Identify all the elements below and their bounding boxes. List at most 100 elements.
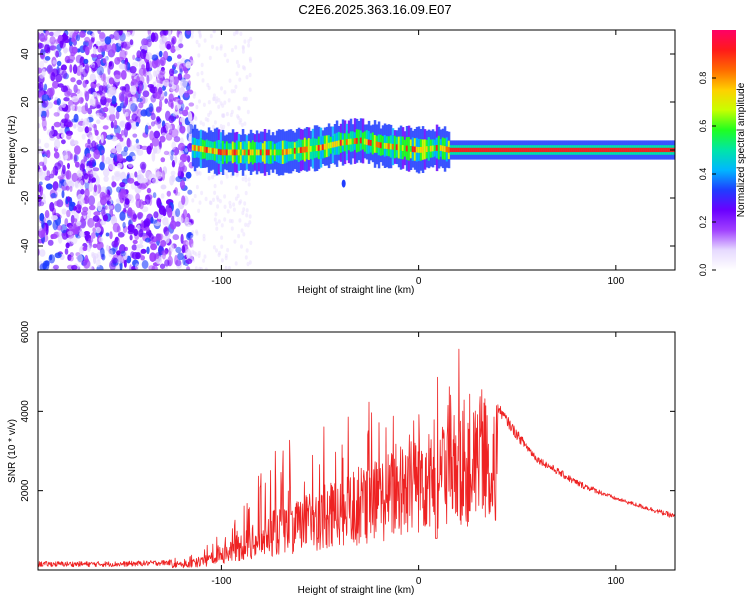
noise-blob: [192, 258, 195, 263]
noise-blob: [114, 236, 119, 242]
noise-blob: [92, 215, 100, 223]
noise-blob: [78, 96, 84, 104]
noise-blob: [223, 204, 227, 209]
noise-blob: [101, 253, 106, 261]
noise-blob: [102, 106, 109, 113]
noise-blob: [212, 245, 216, 250]
noise-blob: [109, 152, 115, 159]
noise-blob: [51, 125, 55, 131]
signal-core: [619, 147, 623, 153]
noise-blob: [239, 31, 243, 36]
signal-core: [467, 147, 471, 153]
signal-core: [381, 142, 385, 149]
noise-blob: [145, 73, 153, 82]
noise-blob: [96, 83, 101, 88]
signal-core: [343, 139, 347, 146]
noise-blob: [61, 190, 65, 199]
noise-blob: [209, 33, 213, 39]
noise-blob: [126, 139, 132, 148]
signal-core: [457, 147, 461, 153]
signal-core: [569, 147, 573, 153]
noise-blob: [129, 66, 137, 74]
spectrogram-xtick-label: 100: [607, 276, 624, 287]
signal-core: [579, 147, 583, 153]
noise-blob: [85, 117, 90, 126]
noise-blob: [235, 71, 239, 76]
noise-blob: [197, 170, 200, 175]
noise-blob: [185, 258, 193, 265]
noise-blob: [215, 195, 219, 200]
noise-blob: [151, 151, 156, 162]
noise-blob: [91, 64, 96, 73]
signal-core: [505, 147, 509, 153]
signal-core: [249, 149, 253, 156]
noise-blob: [136, 50, 142, 59]
noise-blob: [180, 79, 188, 89]
signal-core: [337, 140, 341, 147]
noise-blob: [192, 94, 196, 99]
spectrogram-panel: -100 0 100 -40 -20 0 20 40 Height of straight l…: [7, 29, 676, 296]
noise-blob: [73, 153, 78, 164]
noise-blob: [89, 73, 96, 82]
signal-core: [575, 147, 579, 153]
signal-core: [557, 147, 561, 153]
noise-blob: [71, 172, 79, 183]
noise-blob: [244, 174, 248, 179]
chart-title: C2E6.2025.363.16.09.E07: [298, 2, 451, 17]
noise-blob: [119, 182, 126, 188]
signal-core: [247, 149, 251, 156]
noise-blob: [249, 36, 253, 42]
noise-blob: [100, 196, 107, 206]
noise-blob: [244, 190, 248, 196]
noise-blob: [154, 145, 162, 154]
noise-blob: [100, 72, 106, 82]
noise-blob: [46, 170, 51, 178]
noise-blob: [171, 141, 176, 150]
noise-blob: [56, 98, 61, 106]
noise-blob: [61, 179, 67, 187]
noise-blob: [170, 86, 175, 92]
spectrogram-ytick-label: 40: [20, 48, 31, 60]
noise-blob: [54, 200, 61, 206]
noise-blob: [88, 237, 94, 243]
noise-blob: [198, 99, 201, 104]
signal-core: [321, 144, 325, 151]
noise-blob: [40, 37, 47, 42]
noise-blob: [219, 101, 223, 106]
noise-blob: [217, 252, 221, 258]
signal-core: [433, 145, 437, 152]
noise-blob: [41, 94, 49, 102]
signal-core: [449, 147, 453, 153]
noise-blob: [52, 59, 57, 65]
noise-blob: [182, 153, 189, 159]
noise-blob: [207, 112, 211, 118]
noise-blob: [206, 117, 210, 123]
noise-blob: [235, 30, 239, 35]
snr-ytick-label: 2000: [20, 479, 31, 502]
noise-blob: [194, 116, 198, 122]
signal-core: [263, 149, 267, 156]
signal-core: [491, 147, 495, 153]
noise-blob: [40, 90, 45, 96]
noise-blob: [125, 155, 133, 162]
noise-blob: [188, 102, 195, 107]
noise-blob: [49, 202, 55, 212]
noise-blob: [153, 211, 159, 219]
noise-blob: [220, 180, 223, 185]
colorbar-label: Normalized spectral amplitude: [736, 82, 747, 217]
noise-blob: [108, 249, 113, 258]
signal-core: [509, 147, 513, 153]
noise-blob: [164, 259, 170, 267]
noise-blob: [123, 112, 129, 117]
noise-blob: [38, 161, 45, 166]
noise-blob: [191, 30, 194, 35]
signal-core: [497, 147, 501, 153]
noise-blob: [96, 251, 102, 262]
signal-core: [453, 147, 457, 153]
signal-core: [613, 147, 617, 153]
signal-core: [565, 147, 569, 153]
snr-xlabel: Height of straight line (km): [298, 585, 415, 596]
noise-blob: [136, 224, 141, 231]
noise-blob: [57, 83, 64, 88]
noise-blob: [43, 83, 48, 91]
